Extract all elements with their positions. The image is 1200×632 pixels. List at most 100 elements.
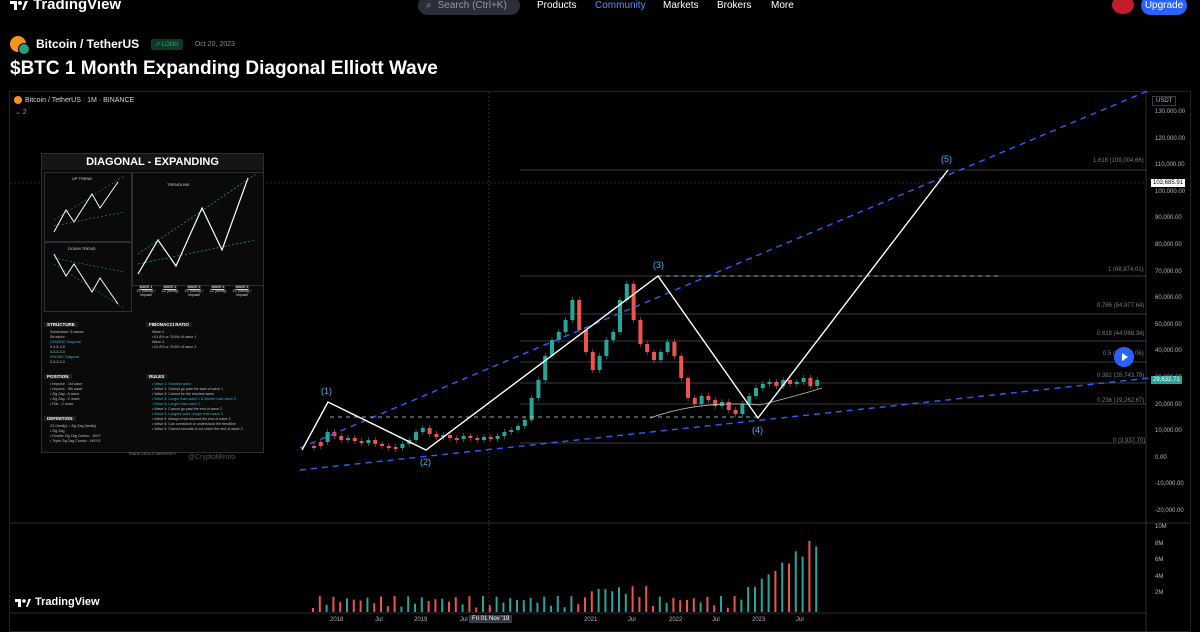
wave-cell-name: WAVE 3: [187, 285, 201, 289]
candle: [733, 410, 738, 414]
wave-label-5: (5): [941, 154, 952, 164]
volume-bar: [373, 603, 376, 612]
candle: [726, 402, 731, 410]
nav-brokers[interactable]: Brokers: [717, 0, 752, 11]
tradingview-logo[interactable]: TradingView: [10, 0, 121, 13]
search-placeholder: Search (Ctrl+K): [437, 0, 507, 11]
volume-bar: [706, 596, 709, 612]
volume-bar: [325, 604, 328, 612]
candle: [604, 340, 609, 356]
wave-label-3: (3): [653, 260, 664, 270]
wave-cell-desc: ZZ (family): [161, 289, 179, 293]
candle: [529, 398, 534, 420]
search-input[interactable]: ⌕ Search (Ctrl+K): [418, 0, 520, 15]
uptrend-lower-line: [53, 211, 125, 227]
wave-cell: WAVE 1 ZZ (family) / Impulse: [136, 285, 156, 297]
expanding-diagonal-infographic: DIAGONAL - EXPANDING UP TREND DOWN TREND…: [41, 153, 264, 461]
info-line: Subdivision: 5 waves: [50, 330, 84, 334]
fib-label-1: 1 (68,874.01): [1108, 267, 1144, 273]
volume-bar: [488, 605, 491, 612]
play-replay-button[interactable]: [1114, 347, 1134, 367]
volume-bar: [318, 596, 321, 612]
info-line: ZZ (family) = Zig Zag (family): [50, 424, 97, 428]
info-line: 5-3-5-3-5: [50, 345, 65, 349]
volume-bar: [679, 600, 682, 612]
downtrend-label: DOWN TREND: [68, 246, 96, 251]
volume-bar: [726, 607, 729, 612]
currency-label[interactable]: USDT: [1152, 96, 1177, 106]
wave-cell-desc: ZZ (family) / Impulse: [184, 289, 204, 297]
fib-label-0236: 0.236 (19,262.67): [1097, 398, 1145, 404]
candle: [312, 446, 316, 448]
info-line: • 61.8% or 78.6% of wave 3: [152, 345, 197, 349]
candle: [740, 404, 745, 414]
nav-products[interactable]: Products: [537, 0, 577, 11]
candle: [618, 300, 622, 332]
volume-bar: [536, 602, 539, 612]
volume-bar: [556, 596, 559, 612]
candle: [665, 342, 670, 352]
nav-community[interactable]: Community: [595, 0, 646, 11]
volume-bar: [611, 591, 614, 612]
wave-cell-name: WAVE 4: [211, 285, 225, 289]
wave-label-1: (1): [321, 386, 332, 396]
volume-bar: [475, 607, 478, 612]
nav-markets[interactable]: Markets: [663, 0, 699, 11]
candle: [597, 356, 602, 370]
info-line: • Wave 4: Cannot go past the end of wave…: [152, 407, 223, 411]
price-axis-label: 50,000.00: [1155, 321, 1182, 328]
candle: [638, 320, 643, 344]
author-handle: @CryptoMento: [188, 454, 236, 461]
price-axis-label: 0.00: [1155, 454, 1167, 461]
symbol-link[interactable]: Bitcoin / TetherUS: [36, 37, 140, 51]
candle: [522, 420, 527, 426]
candle: [686, 378, 690, 398]
volume-bars: [312, 541, 818, 612]
candle: [393, 447, 398, 449]
wave-cell-desc: ZZ (family): [209, 289, 227, 293]
volume-bar: [624, 594, 627, 612]
time-axis-label: Jul: [375, 617, 383, 623]
wave-label-4: (4): [752, 425, 763, 435]
info-line: • Flat - C wave: [50, 402, 74, 406]
downtrend-upper-line: [53, 257, 125, 273]
info-line: • Zig Zag - C wave: [50, 397, 80, 401]
user-avatar[interactable]: [1112, 0, 1134, 14]
candle: [318, 442, 323, 446]
volume-bar: [645, 586, 648, 612]
upgrade-button[interactable]: Upgrade: [1141, 0, 1187, 15]
price-axis-label: 80,000.00: [1155, 242, 1182, 248]
info-line: • Wave 2: Cannot go past the start of wa…: [152, 387, 224, 391]
volume-bar: [597, 588, 600, 612]
candle: [427, 428, 432, 434]
volume-bar: [781, 562, 784, 612]
time-axis-label: 2023: [752, 617, 766, 623]
candle: [788, 380, 792, 384]
candle: [747, 396, 752, 404]
indicator-collapse-toggle[interactable]: ⌄ 2: [15, 109, 27, 116]
volume-bar: [788, 563, 790, 612]
candle: [794, 382, 799, 384]
price-axis-label: 40,000.00: [1155, 348, 1182, 355]
volume-bar: [713, 605, 716, 612]
volume-bar: [434, 599, 437, 612]
uptrend-wave: [53, 181, 119, 233]
info-line: • Wave 5: Longest wave; longer than wave…: [152, 412, 223, 416]
candle: [672, 342, 677, 356]
volume-bar: [427, 600, 430, 612]
info-line: • Zig Zag - A wave: [50, 392, 80, 396]
candle: [815, 380, 820, 386]
price-axis-label: -20,000.00: [1155, 508, 1184, 514]
volume-bar: [808, 541, 811, 612]
volume-bar: [699, 602, 702, 612]
volume-bar: [550, 605, 552, 612]
price-axis-label: 70,000.00: [1155, 268, 1182, 275]
candle: [454, 438, 459, 440]
price-axis-label: 120,000.00: [1155, 135, 1186, 142]
downtrend-panel: [44, 242, 132, 312]
volume-bar: [760, 578, 763, 612]
candle: [359, 441, 364, 443]
candle: [801, 378, 806, 382]
nav-more[interactable]: More: [771, 0, 794, 11]
volume-bar: [448, 601, 450, 612]
